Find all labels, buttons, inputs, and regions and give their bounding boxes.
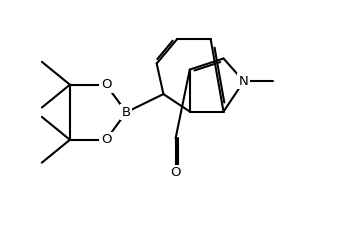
Text: O: O [101,78,111,91]
Text: B: B [122,106,131,119]
Text: O: O [170,166,181,179]
Text: O: O [101,133,111,146]
Text: N: N [239,75,248,88]
